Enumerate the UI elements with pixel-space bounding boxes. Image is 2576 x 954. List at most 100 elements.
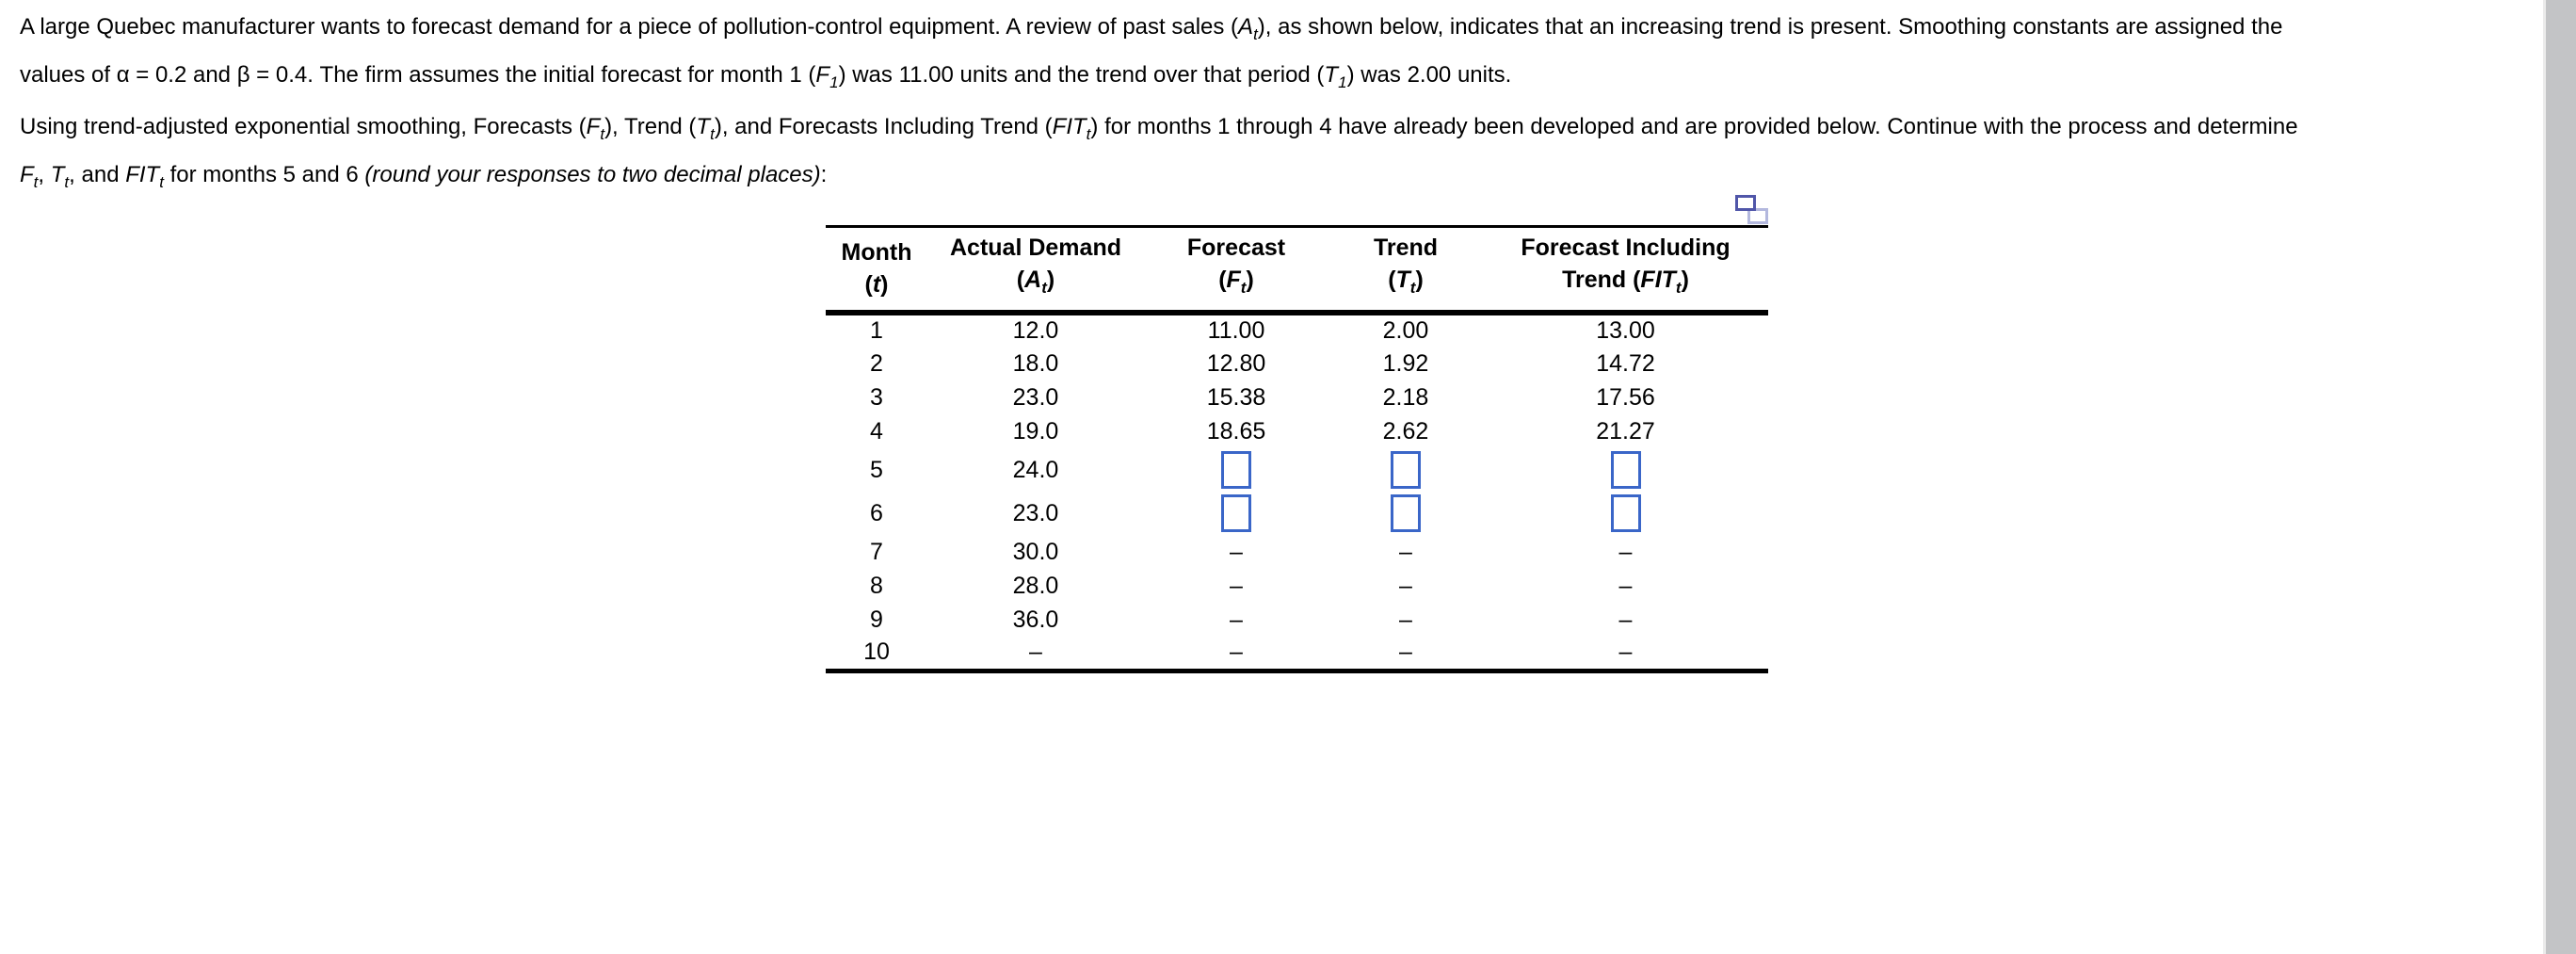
cell-value: 2.62: [1382, 417, 1429, 445]
cell-value: 12.0: [1012, 317, 1059, 344]
cell-forecast-m6: [1144, 492, 1328, 535]
cell-demand-m6: 23.0: [927, 492, 1144, 535]
answer-input-forecast-month-6[interactable]: [1221, 494, 1251, 532]
scrollbar-thumb[interactable]: [2546, 0, 2576, 954]
text-segment: ) was 2.00 units.: [1346, 62, 1512, 88]
cell-trend-m3: 2.18: [1328, 380, 1483, 414]
cell-forecast-m3: 15.38: [1144, 380, 1328, 414]
text-segment: FIT: [1640, 267, 1676, 293]
text-segment: :: [820, 162, 828, 187]
text-segment: values of α = 0.2 and β = 0.4. The firm …: [20, 62, 816, 88]
cell-trend-m4: 2.62: [1328, 414, 1483, 448]
text-segment: F: [20, 162, 34, 187]
column-header-line1: Forecast Including: [1521, 234, 1731, 261]
popout-icon[interactable]: [1735, 195, 1768, 224]
cell-value: 15.38: [1206, 383, 1266, 411]
text-segment: ) was 11.00 units and the trend over tha…: [838, 62, 1325, 88]
cell-value: –: [1399, 538, 1412, 565]
cell-value: 9: [870, 606, 883, 633]
column-header-line1: Trend: [1373, 234, 1439, 261]
cell-demand-m9: 36.0: [927, 603, 1144, 637]
text-segment: ): [1046, 267, 1055, 293]
text-segment: T: [696, 114, 711, 139]
text-segment: F: [1226, 267, 1241, 293]
text-segment: F: [586, 114, 601, 139]
cell-value: 23.0: [1012, 383, 1059, 411]
answer-input-trend-month-6[interactable]: [1391, 494, 1421, 532]
cell-value: 12.80: [1206, 349, 1266, 377]
text-segment: (: [864, 270, 873, 298]
cell-value: 11.00: [1207, 317, 1265, 344]
cell-month-m6: 6: [826, 492, 927, 535]
cell-month-m4: 4: [826, 414, 927, 448]
answer-input-trend-month-5[interactable]: [1391, 451, 1421, 489]
text-segment: (: [1016, 267, 1025, 293]
table-row-month-9: 9 36.0 – – –: [826, 603, 1768, 637]
cell-trend-m7: –: [1328, 535, 1483, 569]
cell-demand-m7: 30.0: [927, 535, 1144, 569]
text-segment: Trend (: [1562, 267, 1641, 293]
cell-demand-m2: 18.0: [927, 347, 1144, 380]
column-header-line2: (Tt): [1328, 264, 1483, 304]
cell-value: –: [1399, 606, 1412, 633]
cell-value: 21.27: [1596, 417, 1655, 445]
text-segment: ,: [38, 162, 51, 187]
cell-value: 1: [870, 317, 883, 344]
text-segment: ), Trend (: [604, 114, 697, 139]
cell-trend-m2: 1.92: [1328, 347, 1483, 380]
text-segment: t: [710, 125, 715, 143]
text-segment: t: [159, 173, 164, 191]
column-header-trend: Trend (Tt): [1328, 226, 1483, 315]
cell-fit-m4: 21.27: [1483, 414, 1768, 448]
answer-input-fit-month-5[interactable]: [1610, 451, 1641, 489]
column-header-line2: (Ft): [1144, 264, 1328, 304]
cell-fit-m7: –: [1483, 535, 1768, 569]
problem-statement: A large Quebec manufacturer wants to for…: [20, 7, 2282, 103]
text-segment: t: [1041, 279, 1047, 297]
text-segment: t: [64, 173, 70, 191]
text-segment: F: [815, 62, 830, 88]
cell-value: –: [1230, 639, 1243, 666]
cell-value: 6: [870, 499, 883, 526]
cell-fit-m8: –: [1483, 569, 1768, 603]
text-line: Ft, Tt, and FITt for months 5 and 6 (rou…: [20, 154, 2298, 202]
answer-input-fit-month-6[interactable]: [1610, 494, 1641, 532]
cell-forecast-m1: 11.00: [1144, 313, 1328, 347]
cell-forecast-m4: 18.65: [1144, 414, 1328, 448]
text-segment: ): [880, 270, 889, 298]
cell-value: 30.0: [1012, 538, 1059, 565]
popout-icon-back-rect: [1747, 208, 1768, 224]
cell-trend-m9: –: [1328, 603, 1483, 637]
cell-value: 28.0: [1012, 572, 1059, 599]
column-header-line1: Forecast: [1186, 234, 1286, 261]
text-segment: t: [1240, 279, 1247, 297]
answer-input-forecast-month-5[interactable]: [1221, 451, 1251, 489]
cell-month-m1: 1: [826, 313, 927, 347]
table-row-month-7: 7 30.0 – – –: [826, 535, 1768, 569]
text-line: A large Quebec manufacturer wants to for…: [20, 7, 2282, 55]
text-segment: (: [1388, 267, 1396, 293]
text-segment: T: [50, 162, 65, 187]
column-header-line2: Trend (FITt): [1483, 264, 1768, 304]
column-header-demand: Actual Demand (At): [927, 226, 1144, 315]
cell-value: 7: [870, 538, 883, 565]
cell-trend-m10: –: [1328, 637, 1483, 671]
cell-forecast-m5: [1144, 448, 1328, 492]
text-segment: , and: [69, 162, 126, 187]
cell-month-m3: 3: [826, 380, 927, 414]
forecast-table: Month (t) Actual Demand (At) Forecast (Ft) Tre…: [826, 225, 1768, 673]
text-segment: ), and Forecasts Including Trend (: [714, 114, 1053, 139]
scrollbar: [2543, 0, 2576, 954]
text-segment: 1: [829, 73, 839, 91]
cell-value: 2.00: [1382, 317, 1429, 344]
cell-value: 17.56: [1596, 383, 1655, 411]
cell-value: –: [1230, 538, 1243, 565]
text-segment: (round your responses to two decimal pla…: [364, 162, 821, 187]
text-segment: FIT: [125, 162, 160, 187]
instructions: Using trend-adjusted exponential smoothi…: [20, 106, 2298, 202]
cell-trend-m8: –: [1328, 569, 1483, 603]
cell-demand-m1: 12.0: [927, 313, 1144, 347]
cell-value: 18.65: [1206, 417, 1266, 445]
text-segment: 1: [1338, 73, 1347, 91]
